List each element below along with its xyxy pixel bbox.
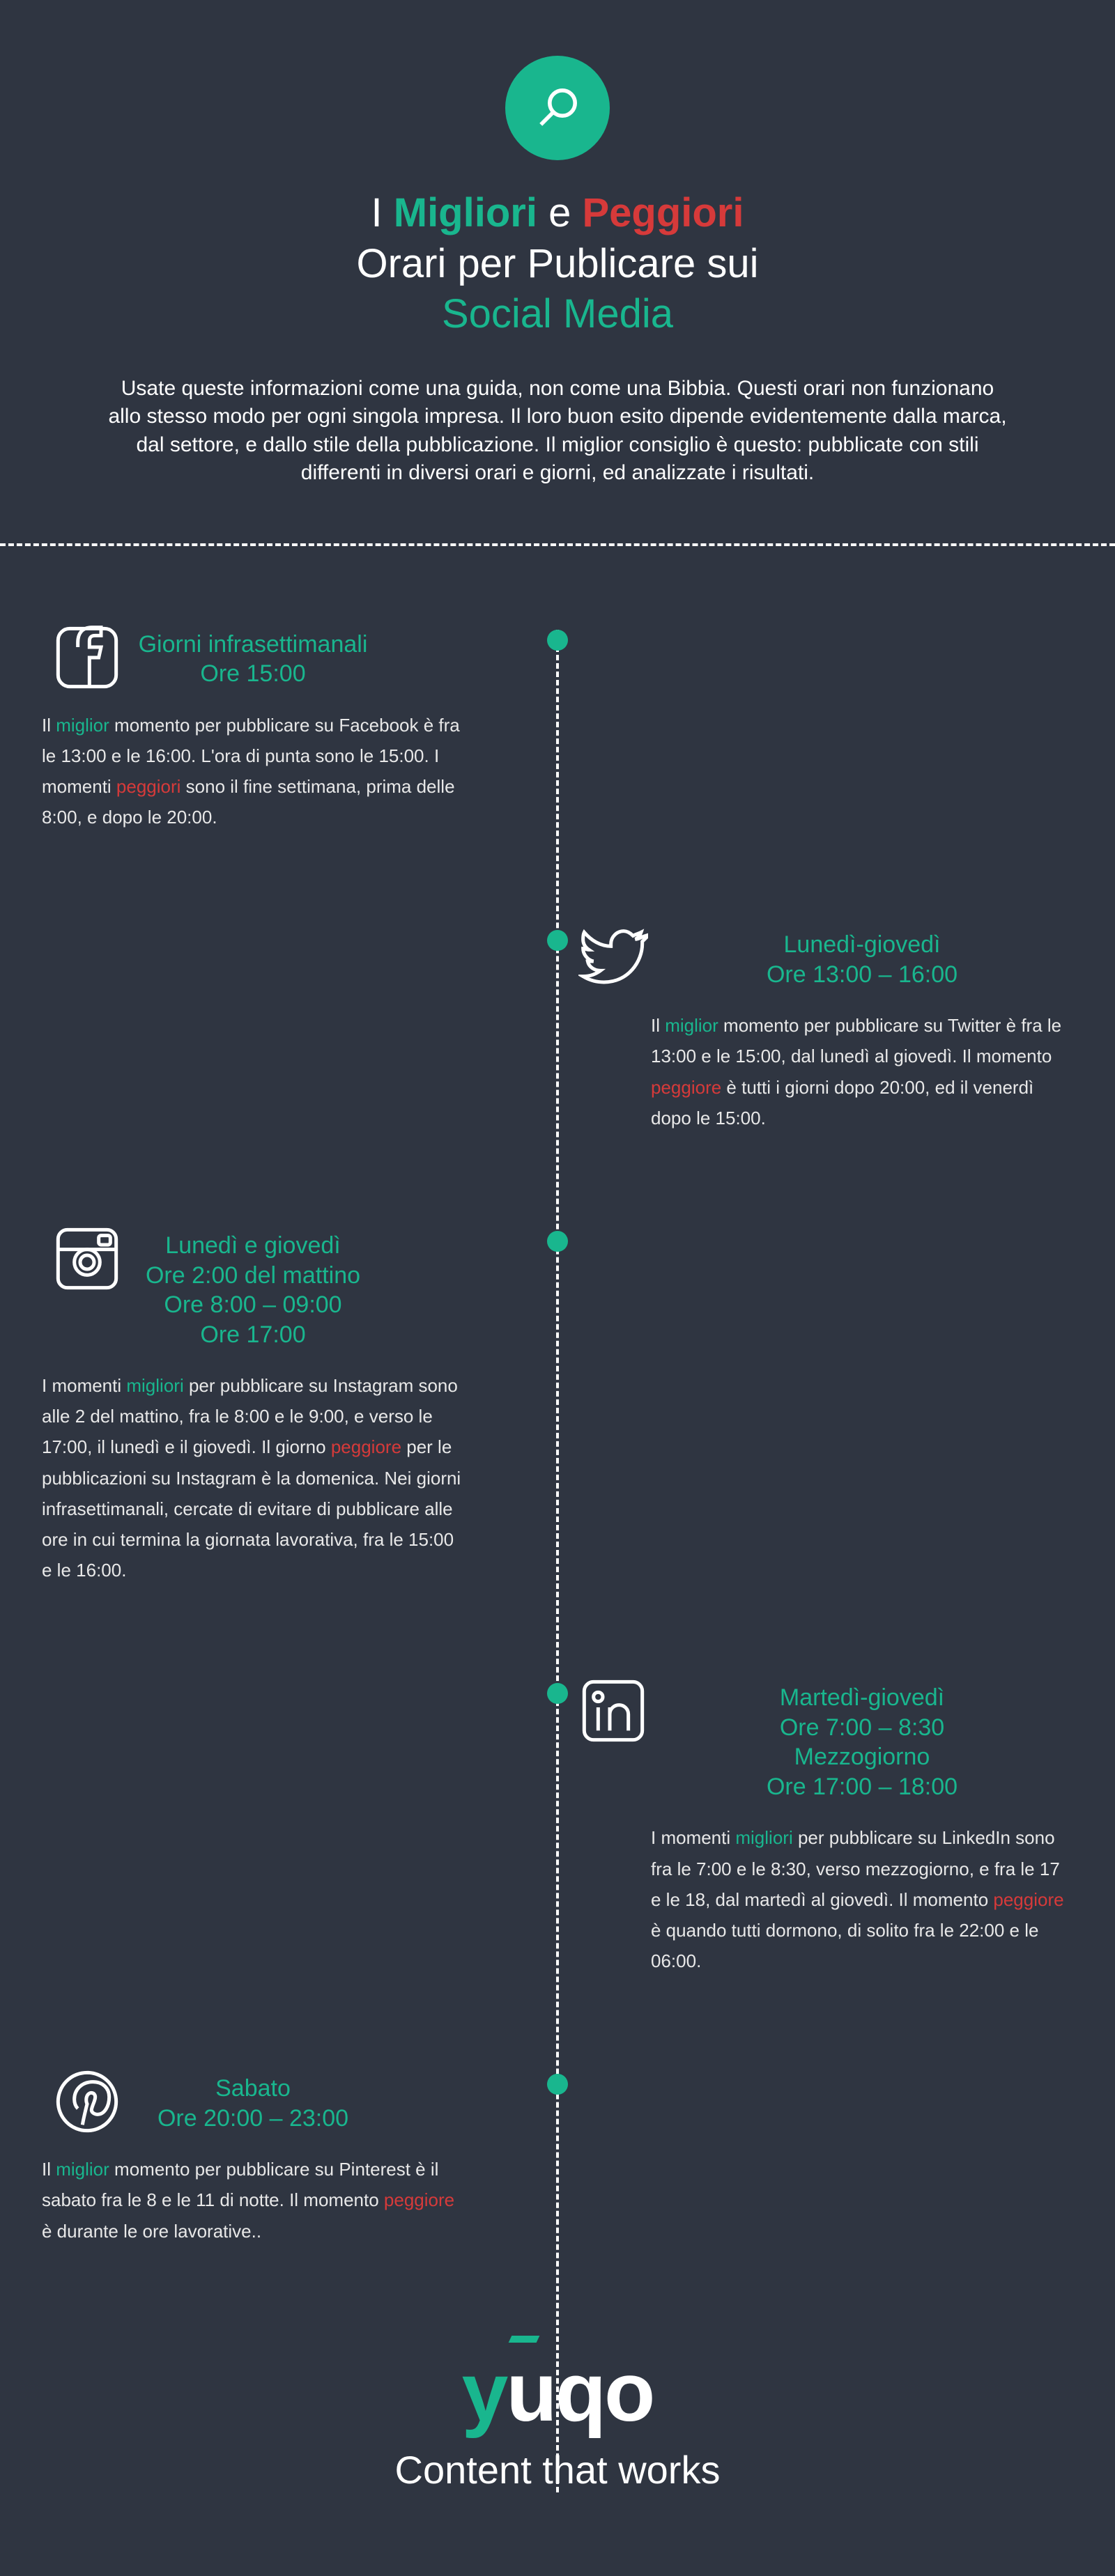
infographic-container: I Migliori e Peggiori Orari per Publicar… xyxy=(0,0,1115,2576)
logo-y: y xyxy=(462,2345,507,2439)
title-text: I xyxy=(371,190,394,235)
timeline-item-facebook: Giorni infrasettimanaliOre 15:00 Il migl… xyxy=(42,630,1073,833)
page-title: I Migliori e Peggiori Orari per Publicar… xyxy=(0,188,1115,340)
item-content: Lunedì-giovedìOre 13:00 – 16:00 Il migli… xyxy=(609,930,1073,1133)
title-text: e xyxy=(537,190,583,235)
timeline-dot xyxy=(547,930,568,951)
item-body: I momenti migliori per pubblicare su Lin… xyxy=(651,1822,1073,1976)
timeline-dot xyxy=(547,1683,568,1704)
item-body: Il miglior momento per pubblicare su Twi… xyxy=(651,1010,1073,1133)
timeline-item-linkedin: Martedì-giovedìOre 7:00 – 8:30Mezzogiorn… xyxy=(42,1683,1073,1976)
dashed-divider xyxy=(0,543,1115,546)
pinterest-icon xyxy=(52,2067,122,2140)
item-body: Il miglior momento per pubblicare su Pin… xyxy=(42,2154,464,2247)
twitter-icon xyxy=(578,923,648,996)
item-heading: Lunedì-giovedìOre 13:00 – 16:00 xyxy=(651,930,1073,989)
magnifier-icon xyxy=(533,84,582,132)
timeline-dot xyxy=(547,630,568,651)
item-body: I momenti migliori per pubblicare su Ins… xyxy=(42,1370,464,1585)
timeline-item-pinterest: SabatoOre 20:00 – 23:00 Il miglior momen… xyxy=(42,2074,1073,2247)
logo-rest: uqo xyxy=(506,2345,653,2439)
intro-paragraph: Usate queste informazioni come una guida… xyxy=(70,375,1045,488)
title-line2: Orari per Publicare sui xyxy=(357,241,759,286)
timeline-item-instagram: Lunedì e giovedìOre 2:00 del mattinoOre … xyxy=(42,1231,1073,1585)
timeline-dot xyxy=(547,2074,568,2095)
item-body: Il miglior momento per pubblicare su Fac… xyxy=(42,710,464,833)
timeline: Giorni infrasettimanaliOre 15:00 Il migl… xyxy=(0,630,1115,2492)
item-heading: Martedì-giovedìOre 7:00 – 8:30Mezzogiorn… xyxy=(651,1683,1073,1801)
logo-accent-mark xyxy=(509,2336,540,2343)
timeline-dot xyxy=(547,1231,568,1252)
item-content: Martedì-giovedìOre 7:00 – 8:30Mezzogiorn… xyxy=(609,1683,1073,1976)
timeline-item-twitter: Lunedì-giovedìOre 13:00 – 16:00 Il migli… xyxy=(42,930,1073,1133)
brand-logo: yuqo xyxy=(42,2344,1073,2440)
title-line3: Social Media xyxy=(442,291,673,336)
header-icon-circle xyxy=(505,56,610,160)
title-best: Migliori xyxy=(394,190,537,235)
linkedin-icon xyxy=(578,1676,648,1749)
instagram-icon xyxy=(52,1224,122,1297)
title-worst: Peggiori xyxy=(582,190,744,235)
facebook-icon xyxy=(52,623,122,696)
